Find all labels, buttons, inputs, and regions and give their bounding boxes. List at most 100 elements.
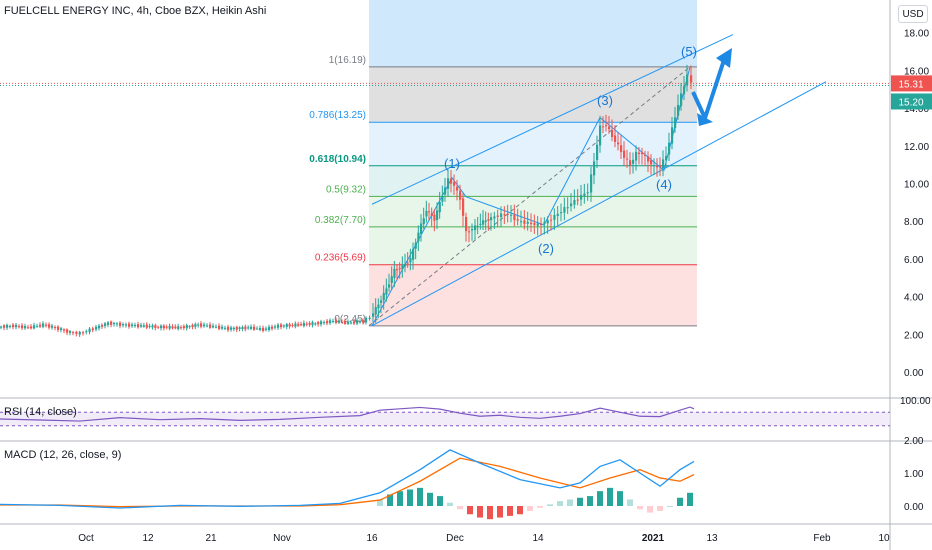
wave-label: (4) [656, 177, 672, 192]
candle-body [570, 203, 573, 207]
candle-body [404, 264, 407, 267]
candle-body [617, 142, 620, 145]
candle-body [686, 74, 689, 85]
candle-body [662, 159, 665, 169]
fib-zone-band [369, 165, 697, 197]
fibonacci-retracement[interactable]: 1(16.19) 0.786(13.25) 0.618(10.94) 0.5(9.32… [309, 0, 697, 327]
projection-arrows[interactable] [691, 48, 732, 126]
candle-body [456, 186, 459, 191]
time-tick-label: Nov [273, 533, 291, 544]
candle-body [308, 323, 311, 325]
candle-body [341, 321, 344, 323]
candle-body [566, 207, 569, 209]
candle-body [382, 292, 385, 301]
time-tick-label: 2021 [642, 533, 665, 544]
price-tick-label: 16.00 [904, 66, 929, 77]
candle-body [82, 332, 85, 334]
candle-body [311, 322, 314, 326]
candle-body [21, 325, 24, 329]
last-price-value: 15.31 [898, 79, 923, 90]
candle-body [484, 220, 487, 222]
candle-body [140, 325, 143, 327]
candle-body [137, 324, 140, 328]
candle-body [513, 214, 516, 221]
candle-body [453, 182, 456, 186]
price-tick-label: 2.00 [904, 330, 924, 341]
candle-body [160, 325, 163, 329]
candle-body [78, 331, 81, 335]
candle-body [300, 324, 303, 326]
candle-body [650, 160, 653, 165]
currency-button[interactable]: USD [898, 5, 928, 23]
candle-body [599, 125, 602, 146]
candle-body [15, 324, 18, 328]
candle-body [9, 326, 12, 328]
candle-body [91, 328, 94, 331]
macd-histogram-bar [427, 492, 433, 506]
candle-body [33, 325, 36, 329]
candle-body [244, 326, 247, 330]
wave-label: (3) [597, 93, 613, 108]
rsi-band [0, 412, 890, 426]
candle-body [372, 313, 375, 317]
candle-body [377, 304, 380, 309]
candle-body [271, 326, 274, 329]
wave-label: (1) [444, 156, 460, 171]
candle-body [641, 152, 644, 155]
candle-body [180, 327, 183, 329]
rsi-label: RSI (14, close) [4, 406, 77, 418]
macd-histogram-bar [587, 496, 593, 506]
candle-body [583, 193, 586, 197]
candle-body [546, 220, 549, 224]
candle-body [256, 328, 259, 330]
candle-body [347, 321, 350, 324]
candle-body [48, 324, 51, 328]
macd-histogram-bar [387, 494, 393, 506]
candle-body [212, 325, 215, 328]
candle-body [314, 323, 317, 325]
candle-body [406, 262, 409, 264]
price-tick-label: 12.00 [904, 142, 929, 153]
candle-body [540, 223, 543, 225]
candle-body [353, 321, 356, 324]
candle-body [563, 207, 566, 213]
macd-tick-label: 0.00 [904, 502, 924, 513]
candle-body [66, 329, 69, 333]
channel-lower-line [371, 81, 827, 327]
macd-histogram-bar [627, 499, 633, 506]
candle-body [6, 324, 9, 328]
candle-body [259, 328, 262, 331]
macd-histogram-bar [457, 506, 463, 510]
candle-body [215, 326, 218, 328]
price-axis[interactable]: 18.00 16.00 14.00 12.00 10.00 8.00 6.00 4.00 2.0… [891, 29, 932, 379]
candle-body [441, 196, 444, 202]
candle-body [590, 174, 593, 193]
macd-histogram-bar [527, 506, 533, 511]
candle-body [385, 288, 388, 295]
candle-body [262, 327, 265, 331]
candle-body [54, 326, 57, 329]
macd-histogram-bar [567, 499, 573, 506]
macd-pane[interactable]: 1.00 0.00 [0, 449, 924, 520]
price-tick-label: 0.00 [904, 368, 924, 379]
price-tick-label: 4.00 [904, 293, 924, 304]
candle-body [409, 257, 412, 263]
candle-body [27, 327, 30, 329]
candle-body [438, 201, 441, 213]
fib-zone-band [369, 264, 697, 326]
time-axis[interactable]: Oct 12 21 Nov 16 Dec 14 2021 13 Feb 10 [78, 533, 890, 544]
candle-body [274, 326, 277, 328]
fib-zone-top [369, 0, 697, 67]
candle-body [632, 159, 635, 164]
candle-body [60, 328, 63, 331]
fib-level-label: 0(2.45) [334, 314, 366, 325]
macd-histogram-bar [647, 506, 653, 513]
candle-body [611, 130, 614, 138]
macd-histogram-bar [407, 489, 413, 506]
rsi-pane[interactable]: 100.00 2.00 [0, 396, 931, 447]
candle-body [638, 152, 641, 155]
macd-tick-label: 1.00 [904, 469, 924, 480]
candle-body [444, 187, 447, 195]
candle-body [88, 328, 91, 333]
